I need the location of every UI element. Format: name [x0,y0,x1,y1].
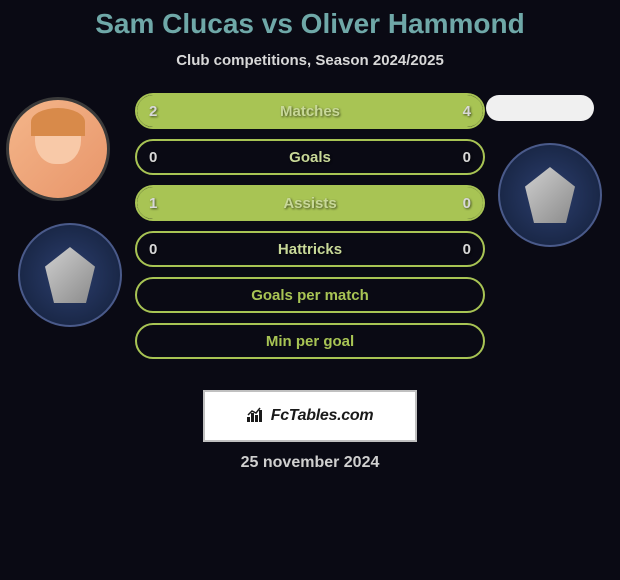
stat-label: Goals [137,149,483,166]
stat-row-hattricks: 00Hattricks [135,231,485,267]
stats-container: 24Matches 00Goals 10Assists 00Hattricks Goal… [135,93,485,369]
stat-label: Min per goal [137,333,483,350]
player2-club-badge [498,143,602,247]
stat-row-goals: 00Goals [135,139,485,175]
brand-text: FcTables.com [271,407,374,425]
page-title: Sam Clucas vs Oliver Hammond [0,0,620,40]
stat-row-matches: 24Matches [135,93,485,129]
stat-label: Matches [137,103,483,120]
stat-row-min-per-goal: Min per goal [135,323,485,359]
stat-label: Assists [137,195,483,212]
date-text: 25 november 2024 [0,454,620,472]
stat-row-goals-per-match: Goals per match [135,277,485,313]
brand-badge[interactable]: FcTables.com [203,390,417,442]
stat-label: Goals per match [137,287,483,304]
subtitle: Club competitions, Season 2024/2025 [0,52,620,69]
stat-row-assists: 10Assists [135,185,485,221]
player2-avatar-placeholder [486,95,594,121]
brand-icon [247,406,267,427]
player1-avatar [6,97,110,201]
player1-club-badge [18,223,122,327]
stat-label: Hattricks [137,241,483,258]
